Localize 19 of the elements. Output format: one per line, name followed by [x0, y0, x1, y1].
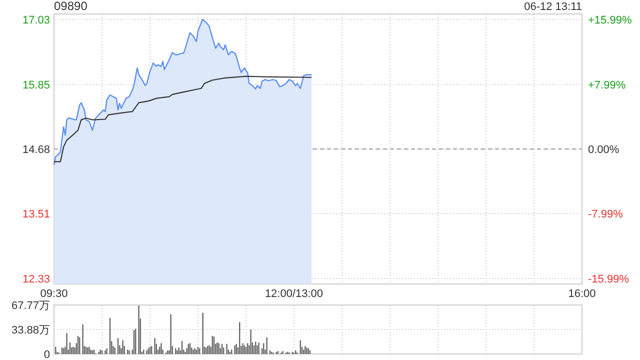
y2-tick-label: +15.99%	[588, 14, 632, 27]
y-tick-label: 12.33	[22, 273, 50, 286]
y-tick-label: 15.85	[22, 80, 50, 92]
y-tick-label: 33.88万	[11, 324, 50, 337]
chart-title: 09890	[54, 0, 88, 13]
x-tick-label: 12:00/13:00	[264, 288, 324, 300]
line-series	[53, 76, 312, 162]
y-tick-label: 67.77万	[11, 300, 50, 312]
y-tick-label: 17.03	[22, 14, 50, 27]
y-tick-label: 14.68	[22, 144, 50, 156]
y2-tick-label: -7.99%	[588, 208, 624, 221]
y-tick-label: 13.51	[22, 208, 50, 220]
x-tick-label: 16:00	[568, 288, 596, 300]
text: 06-12 13:11	[524, 1, 582, 13]
y2-tick-label: -15.99%	[588, 273, 630, 286]
y-tick-label: 0	[44, 349, 50, 360]
y2-tick-label: +7.99%	[588, 79, 626, 92]
x-tick-label: 09:30	[40, 288, 68, 300]
y2-tick-label: 0.00%	[588, 144, 620, 156]
